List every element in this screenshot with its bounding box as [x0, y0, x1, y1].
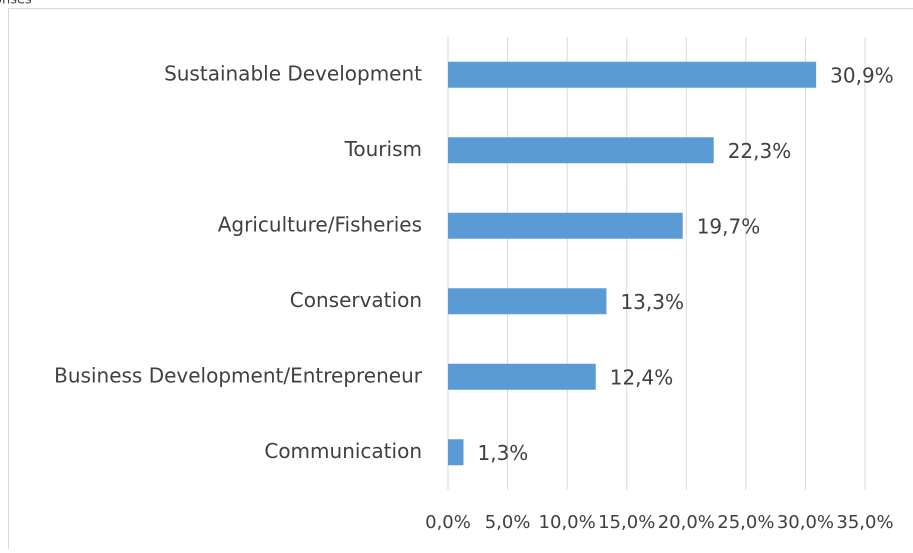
x-tick-label: 5,0% — [485, 512, 531, 533]
x-tick-label: 10,0% — [539, 512, 596, 533]
x-tick-label: 15,0% — [598, 512, 655, 533]
x-tick-label: 25,0% — [717, 512, 774, 533]
x-tick-label: 0,0% — [425, 512, 471, 533]
bar — [448, 288, 606, 314]
y-tick-label: Communication — [264, 439, 422, 463]
bar — [448, 364, 596, 390]
bar — [448, 439, 463, 465]
data-label: 12,4% — [610, 365, 674, 389]
y-tick-label: Agriculture/Fisheries — [218, 212, 422, 236]
data-label: 22,3% — [728, 139, 792, 163]
y-tick-label: Conservation — [290, 288, 422, 312]
data-label: 1,3% — [477, 441, 528, 465]
x-tick-label: 20,0% — [658, 512, 715, 533]
bar — [448, 137, 714, 163]
x-tick-label: 30,0% — [777, 512, 834, 533]
chart-title: onses — [0, 0, 32, 8]
data-label: 13,3% — [620, 290, 684, 314]
data-label: 30,9% — [830, 63, 894, 87]
x-tick-label: 35,0% — [836, 512, 893, 533]
y-tick-label: Business Development/Entrepreneur — [54, 363, 423, 387]
y-tick-label: Tourism — [344, 137, 422, 161]
chart-frame — [9, 9, 913, 550]
bar — [448, 213, 683, 239]
bar — [448, 62, 816, 88]
y-tick-label: Sustainable Development — [164, 61, 422, 85]
data-label: 19,7% — [697, 214, 761, 238]
